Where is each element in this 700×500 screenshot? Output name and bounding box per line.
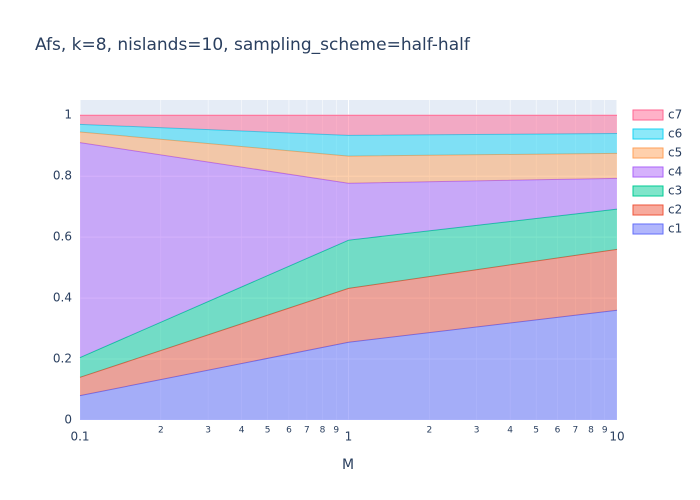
legend-label: c6: [668, 127, 682, 141]
y-tick-label: 0: [64, 413, 72, 427]
x-tick-label: 8: [588, 426, 594, 436]
y-tick-label: 0.2: [53, 352, 72, 366]
y-tick-label: 1: [64, 108, 72, 122]
area-line: [79, 309, 618, 397]
x-tick-label: 4: [507, 426, 513, 436]
x-tick-label: 6: [555, 426, 561, 436]
x-tick-label: 3: [205, 426, 211, 436]
x-tick-label: 6: [286, 426, 292, 436]
area-fill: [80, 310, 617, 420]
x-tick-label: 5: [265, 426, 271, 436]
legend-swatch: [632, 109, 664, 121]
x-tick-label: 9: [333, 426, 339, 436]
chart-title: Afs, k=8, nislands=10, sampling_scheme=h…: [35, 35, 471, 55]
legend-swatch: [632, 147, 664, 159]
legend-swatch: [632, 223, 664, 235]
legend-label: c5: [668, 146, 682, 160]
legend-label: c7: [668, 108, 682, 122]
x-tick-label: 10: [609, 430, 624, 444]
legend-label: c4: [668, 165, 682, 179]
x-axis-title: M: [342, 457, 354, 473]
y-tick-label: 0.8: [53, 169, 72, 183]
x-tick-label: 7: [573, 426, 579, 436]
x-tick-label: 3: [474, 426, 480, 436]
area-fill: [80, 124, 617, 157]
x-tick-label: 0.1: [70, 430, 89, 444]
legend-swatch: [632, 128, 664, 140]
x-tick-label: 2: [158, 426, 164, 436]
x-tick-label: 9: [602, 426, 608, 436]
x-tick-label: 7: [304, 426, 310, 436]
x-tick-label: 4: [239, 426, 245, 436]
legend-label: c1: [668, 222, 682, 236]
x-tick-label: 8: [320, 426, 326, 436]
y-tick-label: 0.6: [53, 230, 72, 244]
legend-swatch: [632, 204, 664, 216]
legend-swatch: [632, 166, 664, 178]
x-tick-label: 5: [533, 426, 539, 436]
legend-label: c2: [668, 203, 682, 217]
area-fill: [80, 142, 617, 358]
x-tick-label: 1: [345, 430, 353, 444]
area-fill: [80, 209, 617, 378]
area-fill: [80, 132, 617, 184]
area-fill: [80, 249, 617, 396]
x-tick-label: 2: [426, 426, 432, 436]
area-fill: [80, 115, 617, 136]
y-tick-label: 0.4: [53, 291, 72, 305]
legend-label: c3: [668, 184, 682, 198]
legend-swatch: [632, 185, 664, 197]
